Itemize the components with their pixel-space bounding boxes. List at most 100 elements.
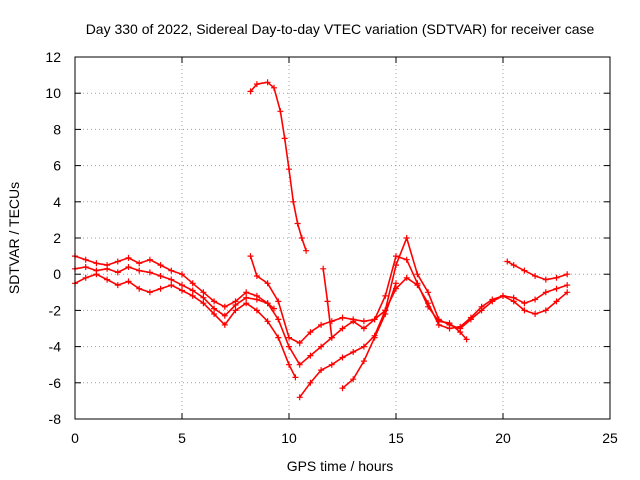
data-point-marker [286, 334, 292, 341]
data-point-marker [264, 280, 271, 287]
data-point-marker [264, 300, 271, 307]
data-point-marker [247, 88, 254, 95]
data-point-marker [478, 303, 485, 310]
data-point-marker [296, 361, 303, 368]
x-tick-label: 20 [495, 430, 511, 446]
data-point-marker [564, 289, 571, 296]
data-point-marker [500, 292, 506, 299]
data-point-marker [504, 258, 511, 265]
data-point-marker [243, 300, 250, 307]
data-point-marker [307, 352, 314, 359]
data-point-marker [457, 323, 464, 330]
data-point-marker [320, 265, 327, 272]
data-point-marker [146, 289, 153, 296]
data-point-marker [232, 307, 239, 314]
data-point-marker [93, 260, 100, 267]
data-point-marker [221, 321, 228, 328]
data-point-marker [200, 294, 207, 301]
x-tick-label: 0 [71, 430, 79, 446]
data-point-marker [211, 305, 218, 312]
data-point-marker [93, 271, 100, 278]
data-point-marker [350, 376, 357, 383]
series-arc-7 [296, 274, 571, 401]
series-line [74, 273, 297, 379]
data-point-marker [393, 262, 399, 269]
data-point-marker [446, 325, 453, 332]
data-point-marker [179, 282, 185, 289]
data-point-marker [296, 340, 303, 346]
data-point-marker [298, 235, 305, 241]
data-point-marker [339, 325, 346, 332]
x-tick-label: 15 [388, 430, 404, 446]
data-point-marker [489, 296, 496, 303]
y-tick-label: -6 [49, 375, 62, 391]
data-point-marker [286, 361, 292, 368]
data-point-marker [221, 303, 228, 310]
data-point-marker [542, 276, 549, 283]
data-point-marker [253, 273, 260, 279]
y-tick-label: 6 [53, 158, 61, 174]
data-point-marker [425, 289, 432, 296]
series-arc-2 [72, 264, 277, 319]
data-point-marker [221, 312, 228, 319]
data-point-marker [125, 278, 132, 285]
data-point-marker [157, 273, 164, 279]
data-point-marker [393, 253, 399, 260]
series-line [298, 276, 569, 399]
data-point-marker [403, 235, 410, 241]
data-point-marker [382, 311, 389, 317]
data-point-marker [318, 343, 325, 350]
data-point-marker [339, 354, 346, 361]
data-point-marker [114, 282, 121, 289]
data-point-marker [360, 318, 367, 325]
data-point-marker [146, 269, 153, 276]
data-point-marker [243, 289, 250, 296]
data-point-marker [296, 394, 303, 401]
data-point-marker [532, 296, 539, 303]
data-point-marker [189, 287, 196, 294]
data-point-marker [318, 367, 325, 374]
data-point-marker [179, 271, 185, 278]
data-point-marker [414, 271, 421, 278]
data-point-marker [350, 349, 357, 355]
series-arc-5 [247, 253, 470, 346]
data-point-marker [281, 135, 288, 142]
y-tick-label: 2 [53, 230, 61, 246]
data-point-marker [307, 329, 314, 336]
data-point-marker [125, 264, 132, 270]
series-line [322, 237, 569, 339]
data-point-marker [467, 314, 474, 321]
data-point-marker [104, 276, 111, 283]
data-point-marker [324, 298, 331, 305]
data-point-marker [168, 276, 175, 283]
data-point-marker [510, 262, 517, 269]
data-point-marker [425, 300, 432, 307]
data-point-marker [328, 334, 335, 341]
data-point-marker [553, 274, 560, 281]
data-point-marker [247, 253, 254, 260]
data-point-marker [382, 292, 389, 299]
y-tick-label: -2 [49, 302, 62, 318]
series-arc-8 [339, 280, 399, 392]
data-point-marker [414, 282, 421, 289]
data-point-marker [542, 289, 549, 296]
data-point-marker [189, 280, 196, 287]
data-point-marker [403, 274, 410, 281]
data-point-marker [532, 311, 539, 317]
data-point-marker [510, 294, 517, 301]
data-point-marker [339, 314, 346, 321]
data-point-marker [292, 374, 299, 381]
data-point-marker [211, 311, 218, 317]
data-point-marker [168, 267, 175, 274]
series-arc-3 [72, 271, 299, 381]
data-point-marker [275, 316, 282, 323]
data-point-marker [243, 294, 250, 301]
data-point-marker [403, 256, 410, 263]
y-tick-label: 4 [53, 194, 61, 210]
y-tick-label: 8 [53, 121, 61, 137]
data-point-marker [136, 260, 143, 267]
data-point-marker [553, 298, 560, 305]
data-point-marker [371, 316, 378, 323]
series-arc-4 [247, 79, 310, 254]
